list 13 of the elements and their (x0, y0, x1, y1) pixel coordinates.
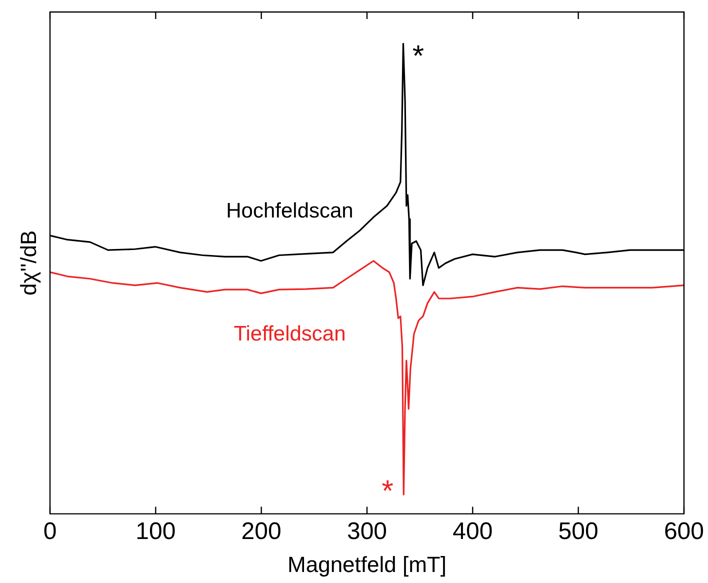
x-tick-label: 500 (558, 518, 598, 545)
x-tick-label: 200 (241, 518, 282, 545)
y-axis-title: dχ''/dB (16, 230, 42, 296)
annotation: * (412, 40, 424, 73)
x-tick-label: 400 (452, 518, 493, 545)
annotation: * (382, 474, 394, 508)
x-tick-label: 600 (664, 518, 704, 545)
x-axis-title: Magnetfeld [mT] (288, 552, 446, 577)
series-label: Tieffeldscan (234, 322, 346, 346)
x-tick-label: 300 (346, 518, 388, 545)
x-tick-label: 0 (43, 518, 57, 545)
series-label: Hochfeldscan (226, 199, 354, 222)
x-tick-label: 100 (136, 518, 176, 545)
